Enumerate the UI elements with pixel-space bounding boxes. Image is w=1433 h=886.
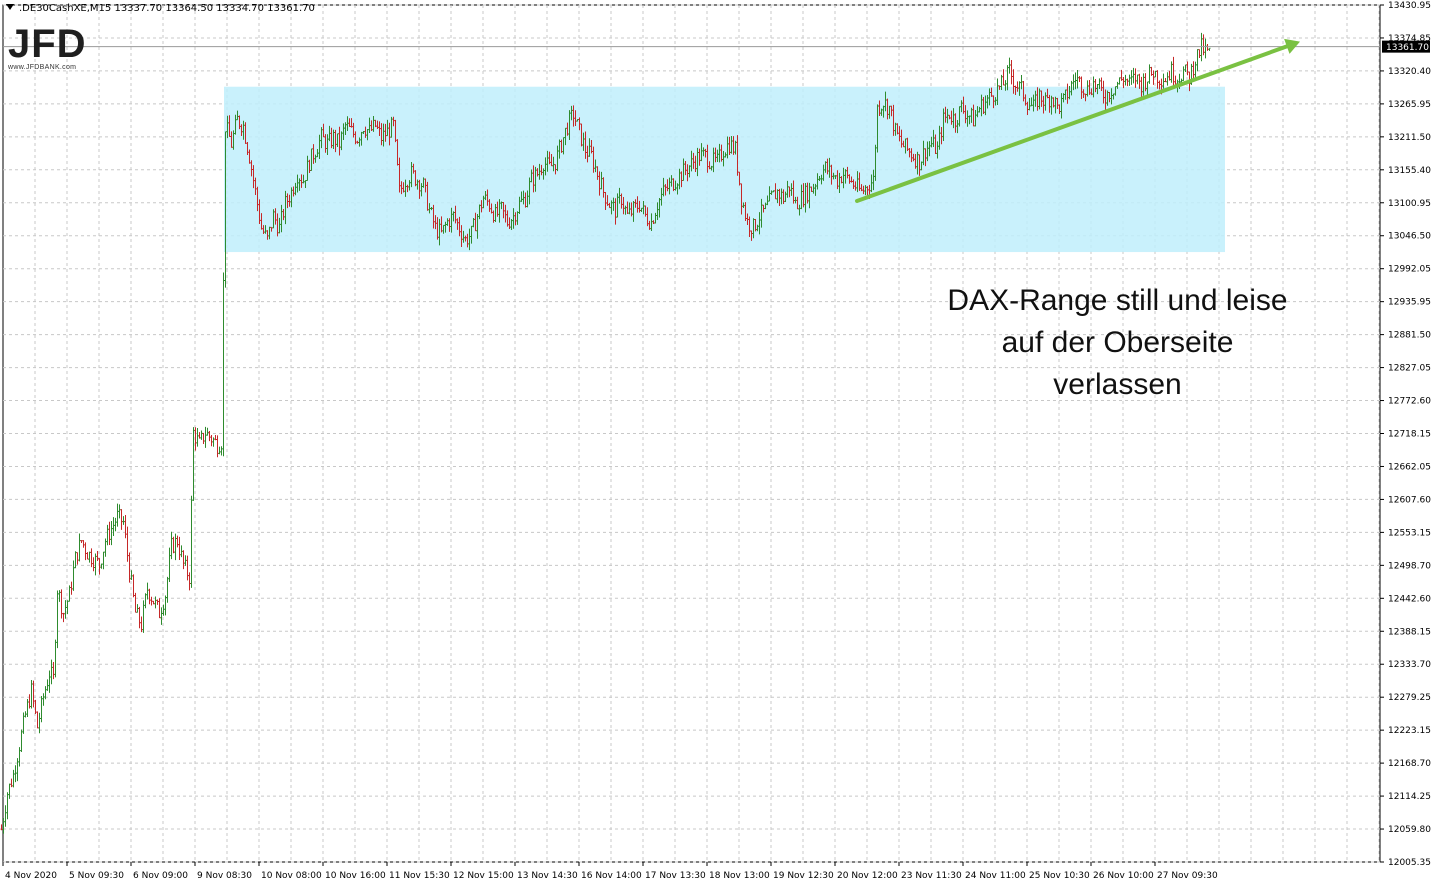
x-tick-label: 12 Nov 15:00 [453, 871, 514, 881]
annotation-line-1: DAX-Range still und leise [947, 284, 1288, 317]
current-price-tag-label: 13361.70 [1386, 43, 1429, 53]
range-box [224, 86, 1225, 253]
y-tick-label: 12005.35 [1388, 858, 1431, 868]
y-tick-label: 12662.05 [1388, 462, 1431, 472]
y-tick-label: 12168.70 [1388, 759, 1431, 769]
y-tick-label: 12223.15 [1388, 726, 1431, 736]
y-tick-label: 12607.60 [1388, 495, 1431, 505]
symbol-ohlc-label: .DE30CashXE,M15 13337.70 13364.50 13334.… [19, 3, 315, 14]
y-tick-label: 13265.95 [1388, 100, 1431, 110]
x-tick-label: 18 Nov 13:00 [709, 871, 770, 881]
x-tick-label: 6 Nov 09:00 [133, 871, 188, 881]
chart-header: .DE30CashXE,M15 13337.70 13364.50 13334.… [6, 3, 315, 14]
x-tick-label: 16 Nov 14:00 [581, 871, 642, 881]
x-tick-label: 20 Nov 12:00 [837, 871, 898, 881]
x-tick-label: 11 Nov 15:30 [389, 871, 450, 881]
y-tick-label: 12279.25 [1388, 693, 1431, 703]
y-tick-label: 12827.05 [1388, 364, 1431, 374]
x-tick-label: 27 Nov 09:30 [1157, 871, 1218, 881]
x-tick-label: 5 Nov 09:30 [69, 871, 124, 881]
x-tick-label: 17 Nov 13:30 [645, 871, 706, 881]
annotation-text: DAX-Range still und leise auf der Oberse… [905, 280, 1330, 406]
annotation-line-3: verlassen [1053, 368, 1182, 401]
x-tick-label: 13 Nov 14:30 [517, 871, 578, 881]
y-tick-label: 12881.50 [1388, 331, 1431, 341]
y-tick-label: 12333.70 [1388, 660, 1431, 670]
trend-arrow-head [1284, 38, 1300, 54]
x-tick-label: 10 Nov 16:00 [325, 871, 386, 881]
y-tick-label: 13430.95 [1388, 1, 1431, 11]
y-tick-label: 12059.80 [1388, 825, 1431, 835]
jfd-logo: JFD www.JFDBANK.com [8, 24, 87, 71]
x-tick-label: 10 Nov 08:00 [261, 871, 322, 881]
x-tick-label: 24 Nov 11:00 [965, 871, 1026, 881]
y-tick-label: 12992.05 [1388, 265, 1431, 275]
y-tick-label: 12114.25 [1388, 792, 1431, 802]
current-price-tag [1382, 40, 1430, 53]
y-tick-label: 12935.95 [1388, 298, 1431, 308]
y-tick-label: 13155.40 [1388, 166, 1431, 176]
x-tick-label: 26 Nov 10:00 [1093, 871, 1154, 881]
x-tick-label: 4 Nov 2020 [5, 871, 57, 881]
x-tick-label: 23 Nov 11:30 [901, 871, 962, 881]
logo-mark: JFD [8, 22, 87, 66]
y-tick-label: 13100.95 [1388, 199, 1431, 209]
y-tick-label: 13211.50 [1388, 133, 1431, 143]
y-tick-label: 12553.15 [1388, 528, 1431, 538]
y-tick-label: 12498.70 [1388, 561, 1431, 571]
x-tick-label: 19 Nov 12:30 [773, 871, 834, 881]
x-tick-label: 25 Nov 10:30 [1029, 871, 1090, 881]
y-tick-label: 12772.60 [1388, 397, 1431, 407]
logo-url: www.JFDBANK.com [8, 64, 77, 71]
y-tick-label: 12442.60 [1388, 594, 1431, 604]
y-tick-label: 13320.40 [1388, 67, 1431, 77]
trend-arrow-shaft [855, 44, 1289, 203]
y-tick-label: 12388.15 [1388, 627, 1431, 637]
y-tick-label: 13046.50 [1388, 232, 1431, 242]
annotation-line-2: auf der Oberseite [1001, 326, 1234, 359]
y-tick-label: 12718.15 [1388, 430, 1431, 440]
y-tick-label: 13374.85 [1388, 34, 1431, 44]
x-tick-label: 9 Nov 08:30 [197, 871, 252, 881]
dropdown-triangle-icon[interactable] [6, 4, 14, 10]
